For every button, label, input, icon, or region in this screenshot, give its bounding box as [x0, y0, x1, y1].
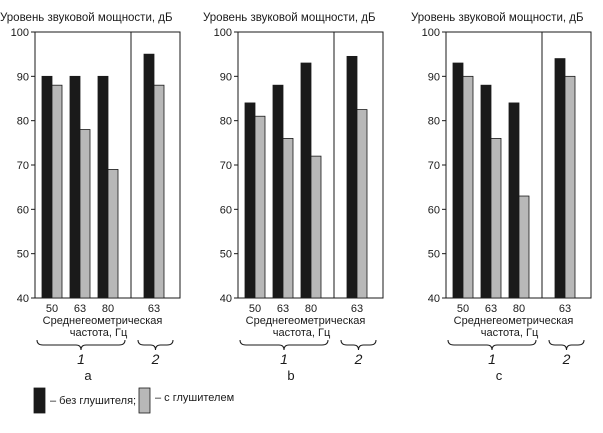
y-tick-label: 90: [17, 71, 29, 83]
legend: – без глушителя; – с глушителем: [33, 387, 234, 414]
x-axis-label-line2: частота, Гц: [481, 327, 539, 339]
group-brace-1: [447, 339, 537, 351]
chart-panel-c: Уровень звуковой мощности, дБ 40 50 60 70 80 9…: [411, 12, 592, 383]
group-label-2: 2: [151, 351, 160, 367]
bar-without-63: [69, 75, 81, 299]
x-axis-label-line2: частота, Гц: [70, 327, 128, 339]
y-axis-label: Уровень звуковой мощности, дБ: [0, 12, 173, 24]
x-tick-label: 50: [46, 303, 58, 315]
y-tick-label: 80: [220, 116, 232, 128]
bar-with-63: [356, 109, 368, 299]
y-tick-label: 100: [11, 27, 29, 39]
group-label-1: 1: [280, 351, 288, 367]
legend-label-without: – без глушителя;: [50, 395, 136, 407]
y-tick-label: 40: [220, 293, 232, 305]
y-tick-label: 60: [17, 204, 29, 216]
x-axis-label-line2: частота, Гц: [273, 327, 331, 339]
x-tick-label: 63: [485, 303, 497, 315]
group-brace-1: [36, 339, 126, 351]
bar-with-80: [310, 155, 322, 299]
y-tick-label: 80: [428, 116, 440, 128]
legend-swatch-with: [138, 387, 151, 414]
y-tick-label: 60: [428, 204, 440, 216]
bar-without-63: [346, 55, 358, 299]
group-label-2: 2: [354, 351, 363, 367]
group-label-2: 2: [562, 351, 571, 367]
bar-with-63: [282, 137, 294, 299]
x-axis-label-line1: Среднегеометрическая: [43, 315, 163, 327]
bar-without-63: [554, 58, 566, 299]
y-axis-label: Уровень звуковой мощности, дБ: [203, 12, 376, 24]
bar-without-50: [41, 75, 53, 299]
x-tick-label: 50: [457, 303, 469, 315]
x-tick-label: 80: [102, 303, 114, 315]
y-tick-label: 60: [220, 204, 232, 216]
y-tick-label: 70: [428, 160, 440, 172]
chart-panel-b: Уровень звуковой мощности, дБ 40 50 60 70 80 9…: [203, 12, 384, 383]
bar-without-50: [244, 102, 256, 299]
bar-with-50: [462, 75, 474, 299]
x-axis-label-line1: Среднегеометрическая: [454, 315, 574, 327]
panel-label: c: [496, 368, 503, 383]
x-tick-label: 80: [513, 303, 525, 315]
legend-swatch-without: [33, 387, 46, 414]
x-tick-label: 63: [148, 303, 160, 315]
bar-without-63: [480, 84, 492, 299]
group-brace-2: [548, 339, 585, 351]
bar-without-80: [508, 102, 520, 299]
x-tick-label: 63: [74, 303, 86, 315]
bar-without-80: [300, 62, 312, 299]
y-tick-label: 80: [17, 116, 29, 128]
bar-with-63: [564, 75, 576, 299]
bar-with-80: [107, 169, 119, 299]
bar-without-80: [97, 75, 109, 299]
y-tick-label: 50: [428, 249, 440, 261]
bar-without-50: [452, 62, 464, 299]
bar-with-50: [51, 84, 63, 299]
y-tick-label: 70: [17, 160, 29, 172]
y-tick-label: 100: [214, 27, 232, 39]
x-axis-label-line1: Среднегеометрическая: [246, 315, 366, 327]
x-tick-label: 63: [559, 303, 571, 315]
chart-panel-а: Уровень звуковой мощности, дБ 40 50 60 70 80 9…: [0, 12, 181, 383]
bar-with-63: [153, 84, 165, 299]
y-tick-label: 40: [17, 293, 29, 305]
y-tick-label: 90: [220, 71, 232, 83]
bar-with-63: [490, 137, 502, 299]
bar-with-80: [518, 195, 530, 299]
bar-with-63: [79, 129, 91, 299]
y-tick-label: 100: [422, 27, 440, 39]
x-tick-label: 63: [351, 303, 363, 315]
bar-without-63: [272, 84, 284, 299]
y-tick-label: 50: [17, 249, 29, 261]
group-brace-1: [239, 339, 329, 351]
panel-label: b: [287, 368, 294, 383]
x-tick-label: 80: [305, 303, 317, 315]
panel-label: а: [84, 368, 92, 383]
group-label-1: 1: [77, 351, 85, 367]
bar-without-63: [143, 53, 155, 299]
bar-with-50: [254, 115, 266, 299]
group-brace-2: [340, 339, 377, 351]
x-tick-label: 50: [249, 303, 261, 315]
legend-label-with: – с глушителем: [155, 392, 234, 404]
y-tick-label: 50: [220, 249, 232, 261]
y-axis-label: Уровень звуковой мощности, дБ: [411, 12, 584, 24]
group-brace-2: [137, 339, 174, 351]
y-tick-label: 90: [428, 71, 440, 83]
y-tick-label: 40: [428, 293, 440, 305]
x-tick-label: 63: [277, 303, 289, 315]
group-label-1: 1: [488, 351, 496, 367]
y-tick-label: 70: [220, 160, 232, 172]
